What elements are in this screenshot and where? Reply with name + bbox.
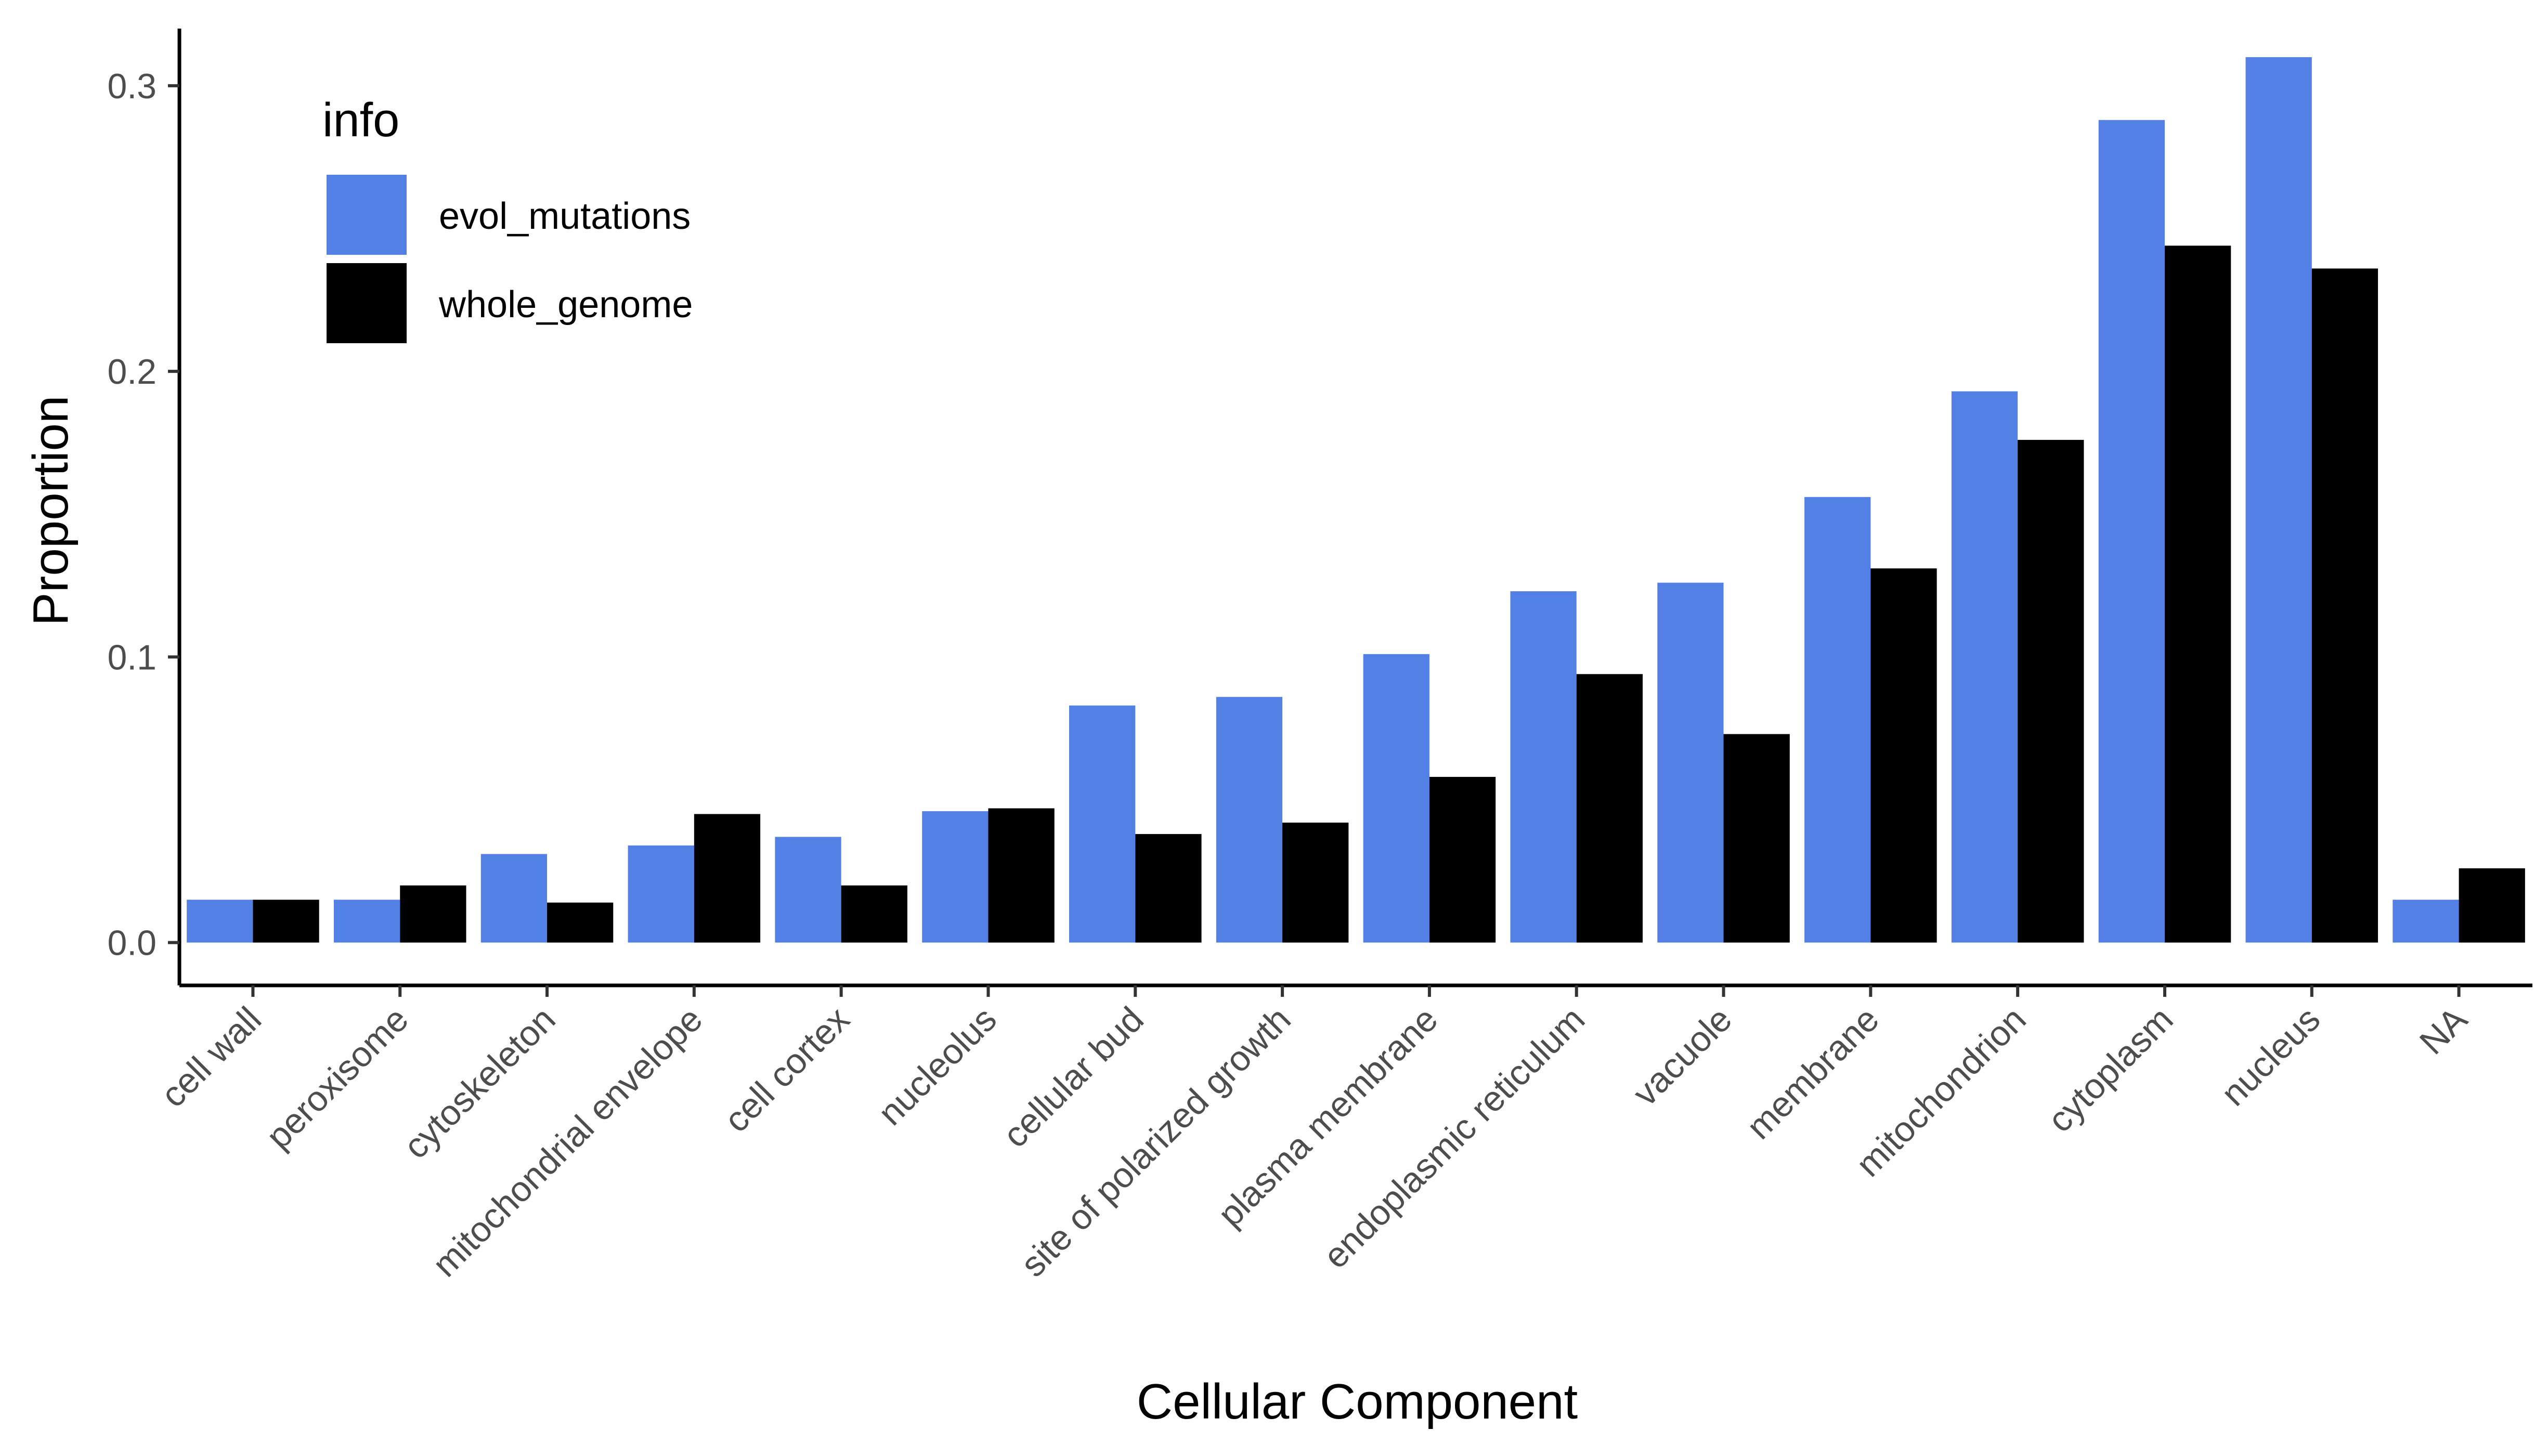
legend: info evol_mutations whole_genome (322, 94, 693, 343)
bar-whole-genome-cytoskeleton (547, 902, 614, 943)
bar-whole-genome-mitochondrial-envelope (694, 814, 761, 943)
x-axis: cell wallperoxisomecytoskeletonmitochond… (153, 983, 2532, 1284)
legend-label-whole-genome: whole_genome (438, 284, 693, 326)
bar-evol-mutations-vacuole (1657, 582, 1724, 943)
bar-whole-genome-nucleolus (988, 808, 1055, 943)
x-tick-label-cellular-bud: cellular bud (995, 999, 1151, 1155)
bar-evol-mutations-mitochondrial-envelope (628, 845, 694, 943)
x-tick-label-vacuole: vacuole (1626, 999, 1739, 1113)
bar-evol-mutations-cellular-bud (1069, 705, 1136, 943)
y-axis: 0.0 0.1 0.2 0.3 (107, 29, 181, 985)
y-tick-label: 0.3 (107, 67, 157, 106)
bar-whole-genome-mitochondrion (2018, 439, 2084, 943)
bar-evol-mutations-nucleus (2245, 57, 2312, 943)
bar-evol-mutations-mitochondrion (1951, 391, 2018, 943)
x-axis-title: Cellular Component (1137, 1374, 1578, 1429)
x-tick-label-membrane: membrane (1739, 999, 1887, 1147)
x-tick-label-endoplasmic-reticulum: endoplasmic reticulum (1316, 999, 1592, 1276)
y-tick-label: 0.0 (107, 924, 157, 963)
bar-whole-genome-endoplasmic-reticulum (1576, 674, 1643, 943)
x-tick-label-nucleolus: nucleolus (870, 999, 1004, 1133)
bar-evol-mutations-membrane (1804, 497, 1871, 943)
x-tick-label-cell-wall: cell wall (153, 999, 269, 1115)
x-tick-label-mitochondrial-envelope: mitochondrial envelope (425, 999, 710, 1284)
bar-whole-genome-site-of-polarized-growth (1282, 822, 1349, 943)
x-tick-label-site-of-polarized-growth: site of polarized growth (1013, 999, 1298, 1284)
bar-evol-mutations-endoplasmic-reticulum (1510, 591, 1577, 943)
y-axis-title: Proportion (23, 396, 79, 626)
bar-evol-mutations-plasma-membrane (1363, 654, 1429, 943)
bar-evol-mutations-site-of-polarized-growth (1216, 697, 1283, 943)
x-tick-label-cytoplasm: cytoplasm (2040, 999, 2180, 1140)
bar-evol-mutations-cytoskeleton (480, 854, 548, 943)
y-tick-label: 0.1 (107, 638, 157, 677)
y-tick-label: 0.2 (107, 352, 157, 392)
x-tick-label-nucleus: nucleus (2214, 999, 2328, 1113)
bar-whole-genome-plasma-membrane (1429, 777, 1496, 943)
x-tick-label-cytoskeleton: cytoskeleton (396, 999, 563, 1166)
bar-evol-mutations-cell-cortex (775, 837, 841, 943)
bar-whole-genome-nucleus (2311, 268, 2378, 943)
legend-label-evol-mutations: evol_mutations (439, 196, 691, 237)
bar-evol-mutations-na (2393, 900, 2459, 943)
bar-whole-genome-cell-wall (253, 900, 319, 943)
x-tick-label-peroxisome: peroxisome (259, 999, 416, 1156)
bar-whole-genome-vacuole (1723, 734, 1790, 943)
bars-group (187, 57, 2525, 943)
legend-key-whole-genome (327, 263, 407, 343)
bar-evol-mutations-nucleolus (922, 811, 989, 943)
bar-whole-genome-cytoplasm (2164, 245, 2231, 943)
bar-whole-genome-cellular-bud (1135, 834, 1202, 943)
x-tick-label-na: NA (2412, 999, 2475, 1062)
bar-whole-genome-peroxisome (400, 885, 466, 943)
legend-key-evol-mutations (327, 175, 407, 255)
bar-whole-genome-cell-cortex (841, 885, 907, 943)
x-tick-label-cell-cortex: cell cortex (717, 999, 857, 1140)
legend-title: info (322, 94, 399, 147)
bar-evol-mutations-cell-wall (187, 900, 253, 943)
bar-whole-genome-na (2459, 868, 2525, 943)
bar-evol-mutations-peroxisome (333, 900, 400, 943)
bar-whole-genome-membrane (1870, 568, 1937, 943)
bar-evol-mutations-cytoplasm (2098, 120, 2165, 943)
